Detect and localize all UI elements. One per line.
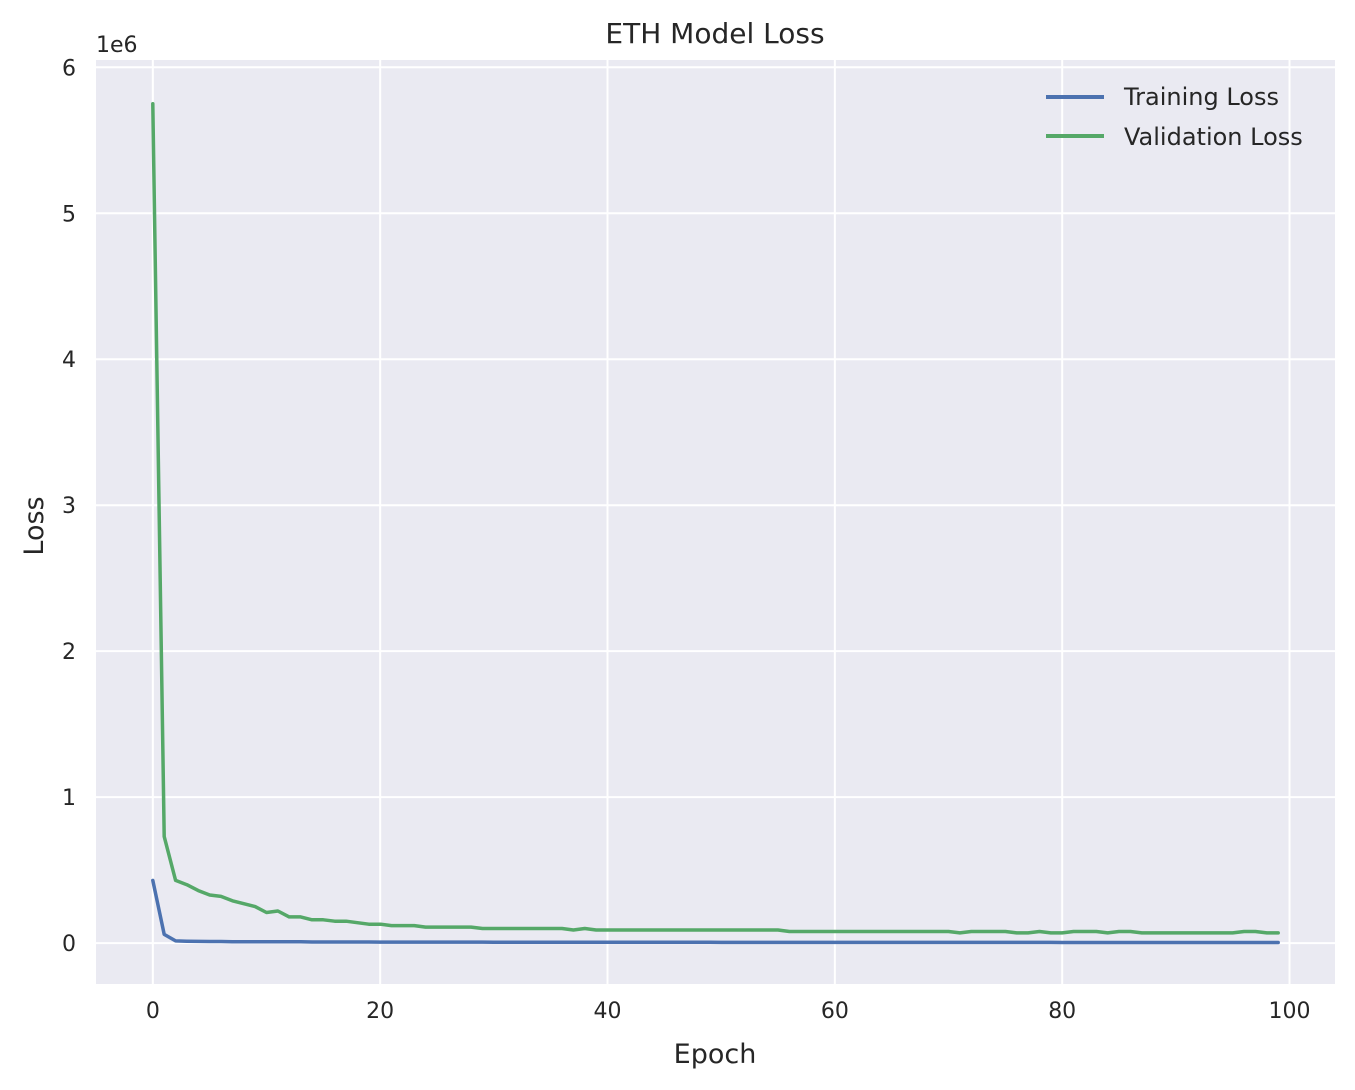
grid-lines [96,60,1335,984]
x-tick-label: 40 [594,999,622,1024]
plot-background [96,60,1335,984]
legend-label-training: Training Loss [1123,83,1279,111]
training-loss-line [151,878,1280,945]
x-tick-label: 20 [366,999,394,1024]
tick-labels: 0 20 40 60 80 100 0 1 2 3 4 5 6 [62,56,1311,1024]
validation-loss-line [151,102,1280,935]
y-scale-offset-label: 1e6 [96,33,138,58]
chart-title: ETH Model Loss [605,17,824,50]
y-tick-label: 4 [62,348,76,373]
y-tick-label: 1 [62,786,76,811]
legend-label-validation: Validation Loss [1124,123,1303,151]
y-axis-label: Loss [19,496,50,555]
x-axis-label: Epoch [674,1039,757,1070]
y-tick-label: 5 [62,202,76,227]
y-tick-label: 3 [62,494,76,519]
x-tick-label: 60 [821,999,849,1024]
y-tick-label: 6 [62,56,76,81]
x-tick-label: 0 [146,999,160,1024]
y-tick-label: 2 [62,640,76,665]
x-tick-label: 80 [1048,999,1076,1024]
y-tick-label: 0 [62,932,76,957]
x-tick-label: 100 [1269,999,1311,1024]
series-lines [151,102,1280,945]
legend: Training Loss Validation Loss [1046,83,1303,151]
